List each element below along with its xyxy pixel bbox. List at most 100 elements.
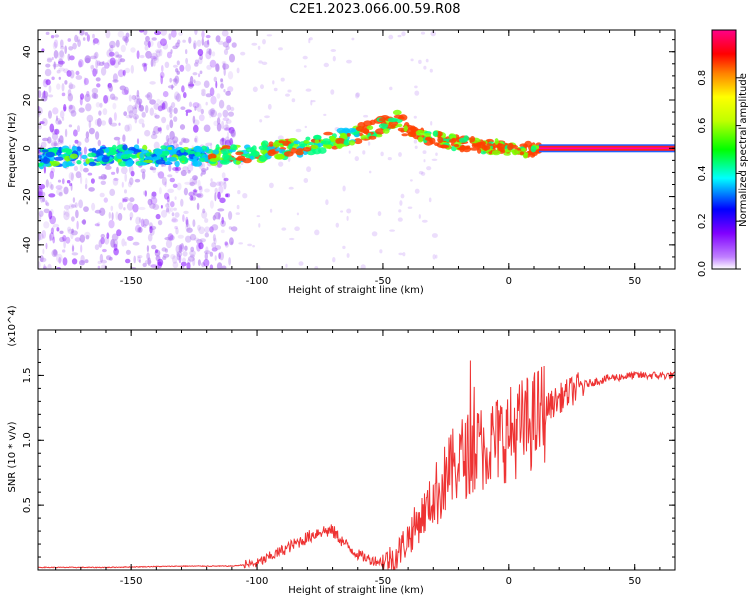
noise-speck	[64, 80, 68, 85]
noise-speck	[227, 71, 234, 80]
noise-speck	[47, 136, 52, 144]
noise-speck	[165, 239, 173, 249]
noise-speck	[176, 253, 181, 261]
noise-speck	[174, 212, 180, 218]
ridge-blob	[462, 146, 472, 153]
noise-speck	[208, 48, 212, 56]
noise-speck	[117, 61, 121, 65]
noise-speck	[224, 242, 229, 248]
noise-speck	[100, 259, 108, 264]
noise-speck	[42, 137, 49, 142]
noise-speck	[132, 114, 139, 120]
noise-speck	[159, 48, 163, 57]
noise-speck	[215, 80, 218, 89]
noise-speck	[389, 229, 395, 232]
ridge-blob	[274, 153, 284, 160]
noise-speck	[56, 253, 63, 263]
noise-speck	[198, 186, 202, 191]
ridge-blob	[41, 149, 49, 153]
ridge-blob	[492, 142, 502, 148]
ridge-blob	[193, 145, 203, 153]
noise-speck	[149, 167, 157, 171]
noise-speck	[193, 119, 200, 126]
noise-speck	[435, 254, 438, 259]
noise-speck	[354, 156, 359, 162]
noise-speck	[221, 216, 224, 225]
noise-speck	[176, 143, 179, 149]
noise-speck	[176, 60, 180, 66]
noise-speck	[130, 170, 135, 177]
ridge-blob	[76, 146, 82, 152]
noise-speck	[187, 164, 194, 172]
noise-speck	[123, 207, 126, 211]
noise-speck	[161, 247, 167, 252]
noise-speck	[57, 179, 62, 183]
noise-speck	[144, 45, 149, 51]
noise-speck	[170, 207, 174, 213]
noise-speck	[413, 115, 417, 119]
noise-speck	[252, 86, 258, 93]
noise-speck	[124, 124, 130, 132]
noise-speck	[389, 86, 393, 91]
noise-speck	[152, 130, 156, 136]
noise-speck	[46, 202, 50, 207]
noise-speck	[166, 124, 170, 131]
noise-speck	[216, 181, 222, 187]
ridge-blob	[302, 147, 312, 152]
spectrogram-heatmap	[38, 30, 675, 269]
noise-speck	[95, 102, 101, 108]
noise-speck	[76, 141, 82, 147]
noise-speck	[62, 178, 65, 185]
ridge-blob	[449, 135, 456, 139]
noise-speck	[73, 129, 78, 137]
noise-speck	[165, 134, 170, 143]
noise-speck	[189, 75, 194, 85]
noise-speck	[78, 199, 83, 209]
noise-speck	[38, 106, 43, 115]
ridge-blob	[220, 148, 230, 155]
noise-speck	[43, 266, 48, 269]
noise-speck	[267, 103, 272, 110]
noise-speck	[314, 266, 319, 269]
noise-speck	[149, 226, 153, 234]
noise-speck	[185, 63, 192, 72]
noise-speck	[215, 35, 221, 43]
noise-speck	[109, 40, 116, 49]
noise-speck	[198, 242, 204, 250]
noise-speck	[377, 211, 382, 217]
noise-speck	[298, 261, 304, 266]
noise-speck	[160, 75, 163, 85]
ridge-blob	[138, 162, 148, 166]
noise-speck	[108, 84, 113, 92]
noise-speck	[147, 40, 154, 48]
noise-speck	[160, 38, 167, 46]
noise-speck	[186, 262, 191, 269]
noise-speck	[360, 264, 366, 269]
noise-speck	[211, 247, 218, 252]
noise-speck	[97, 139, 102, 147]
ridge-blob	[432, 130, 439, 137]
noise-speck	[278, 161, 284, 167]
noise-speck	[56, 115, 58, 122]
noise-speck	[273, 87, 278, 92]
noise-speck	[226, 38, 232, 43]
noise-speck	[80, 175, 83, 185]
noise-speck	[210, 95, 217, 105]
noise-speck	[143, 30, 148, 36]
noise-speck	[170, 30, 177, 38]
ridge-blob	[393, 114, 404, 119]
noise-speck	[157, 220, 163, 226]
noise-speck	[126, 202, 134, 211]
noise-speck	[117, 30, 125, 38]
noise-speck	[224, 241, 228, 246]
noise-speck	[281, 227, 287, 231]
noise-speck	[145, 35, 150, 42]
noise-speck	[67, 38, 72, 42]
noise-speck	[144, 190, 147, 197]
snr-y-axis-label: SNR (10 * v/v)	[7, 421, 18, 492]
ridge-blob	[434, 142, 440, 147]
noise-speck	[223, 177, 229, 182]
noise-speck	[193, 191, 198, 196]
ridge-blob	[120, 154, 131, 160]
noise-speck	[59, 230, 64, 234]
